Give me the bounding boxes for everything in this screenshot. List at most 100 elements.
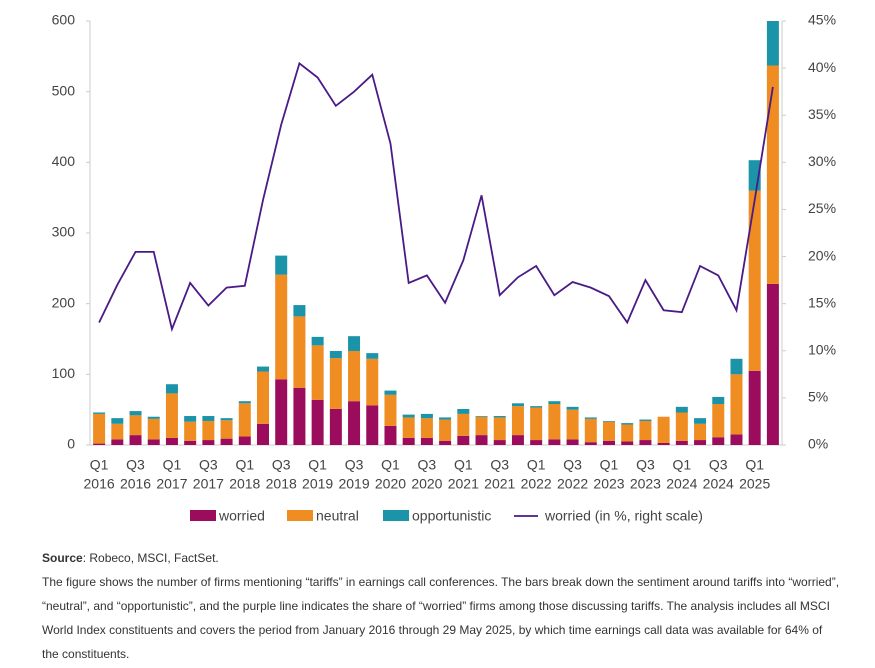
x-tick-label: Q3 [272,457,291,473]
bar [530,406,543,408]
x-tick-label: Q1 [163,457,182,473]
x-tick-label: 2016 [84,476,115,492]
bar [348,336,361,352]
x-tick-label: Q3 [126,457,145,473]
bar [493,416,506,418]
bar [766,283,779,445]
legend-marker [287,510,313,521]
bar [457,413,470,436]
bar [238,436,251,445]
bar [402,437,415,445]
bar [766,21,779,66]
bar [293,305,306,317]
bar [584,417,597,419]
bar [220,418,233,421]
bar [238,403,251,437]
bar [147,416,160,419]
bar [329,408,342,445]
x-tick-label: Q1 [672,457,691,473]
bar [511,406,524,436]
y-tick-label: 0 [67,436,75,452]
x-tick-label: 2019 [338,476,369,492]
legend-label: opportunistic [412,508,491,524]
bar [511,435,524,445]
bar [420,437,433,445]
bar [93,443,106,445]
bar [694,423,707,441]
x-tick-label: Q1 [527,457,546,473]
bar [439,419,452,441]
line [98,61,774,333]
x-tick-label: Q3 [709,457,728,473]
bar [675,412,688,441]
x-tick-label: 2017 [156,476,187,492]
y2-tick-label: 20% [808,247,836,263]
bar [420,413,433,419]
bar [111,423,124,440]
bar [384,425,397,445]
y2-tick-label: 40% [808,59,836,75]
bar [366,353,379,359]
bar [694,440,707,445]
bar [548,404,561,440]
y-tick-label: 400 [52,153,76,169]
bar [530,407,543,441]
bar [111,439,124,445]
bar [675,406,688,413]
y-tick-label: 200 [52,294,76,310]
y2-tick-label: 45% [808,12,836,28]
legend-label: worried (in %, right scale) [544,508,703,524]
bar [184,416,197,422]
bar [129,415,142,436]
x-tick-label: 2022 [557,476,588,492]
bar [275,255,288,275]
bar [457,408,470,414]
bar [584,418,597,443]
bar [439,440,452,445]
x-tick-label: 2021 [448,476,479,492]
bar [165,437,178,445]
bar [475,435,488,445]
y-tick-label: 100 [52,365,76,381]
bar [348,401,361,445]
bar [639,420,652,441]
bar [202,416,215,421]
x-tick-label: Q3 [636,457,655,473]
bar [238,401,251,404]
bar [402,417,415,438]
bar [475,416,488,436]
x-tick-label: Q3 [490,457,509,473]
bar [93,412,106,414]
legend-label: worried [218,508,265,524]
x-tick-label: 2019 [302,476,333,492]
bar [603,421,615,441]
x-tick-label: 2024 [666,476,697,492]
bar [147,439,160,445]
y2-tick-label: 35% [808,106,836,122]
x-tick-label: Q3 [418,457,437,473]
bar [311,336,324,346]
bar [147,418,160,440]
bar [548,401,561,405]
bar [311,399,324,445]
y-tick-label: 600 [52,12,76,28]
bar [694,418,707,424]
bar [566,409,579,440]
x-tick-label: 2018 [266,476,297,492]
bar [257,366,269,372]
bar [329,351,342,359]
bar [493,417,506,441]
bar [202,440,215,445]
x-tick-label: 2021 [484,476,515,492]
bar [603,440,615,445]
bar [657,416,670,443]
bar [730,374,743,435]
bar [293,387,306,445]
x-tick-label: 2023 [593,476,624,492]
legend-marker [383,510,409,521]
bar [275,379,288,445]
bar [657,442,670,445]
x-tick-label: Q1 [235,457,254,473]
y-tick-label: 500 [52,82,76,98]
bar [165,393,178,438]
